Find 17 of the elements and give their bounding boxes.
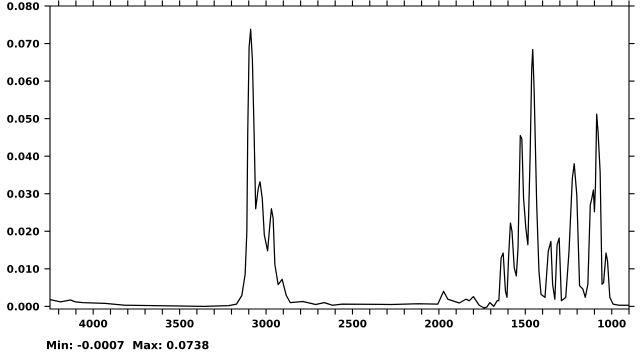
x-tick-label: 3500 [166,320,194,328]
y-tick-label: 0.060 [7,77,40,86]
y-tick-label: 0.010 [7,265,40,273]
x-tick-label: 2500 [338,320,366,328]
x-tick-label: 1500 [512,320,540,328]
y-tick-label: 0.050 [7,114,40,123]
y-tick-label: 0.030 [7,190,40,198]
y-tick-label: 0.020 [7,228,40,236]
text: Min: -0.0007 Max: 0.0738 [47,340,209,350]
x-tick-label: 3000 [252,320,280,328]
x-tick-label: 2000 [425,320,453,328]
y-tick-label: 0.070 [7,40,40,48]
y-tick-label: 0.080 [7,2,40,10]
x-tick-label: 4000 [79,320,108,328]
y-tick-label: 0.040 [7,152,40,160]
x-tick-label: 1000 [598,320,626,328]
y-tick-label: 0.000 [7,302,40,310]
